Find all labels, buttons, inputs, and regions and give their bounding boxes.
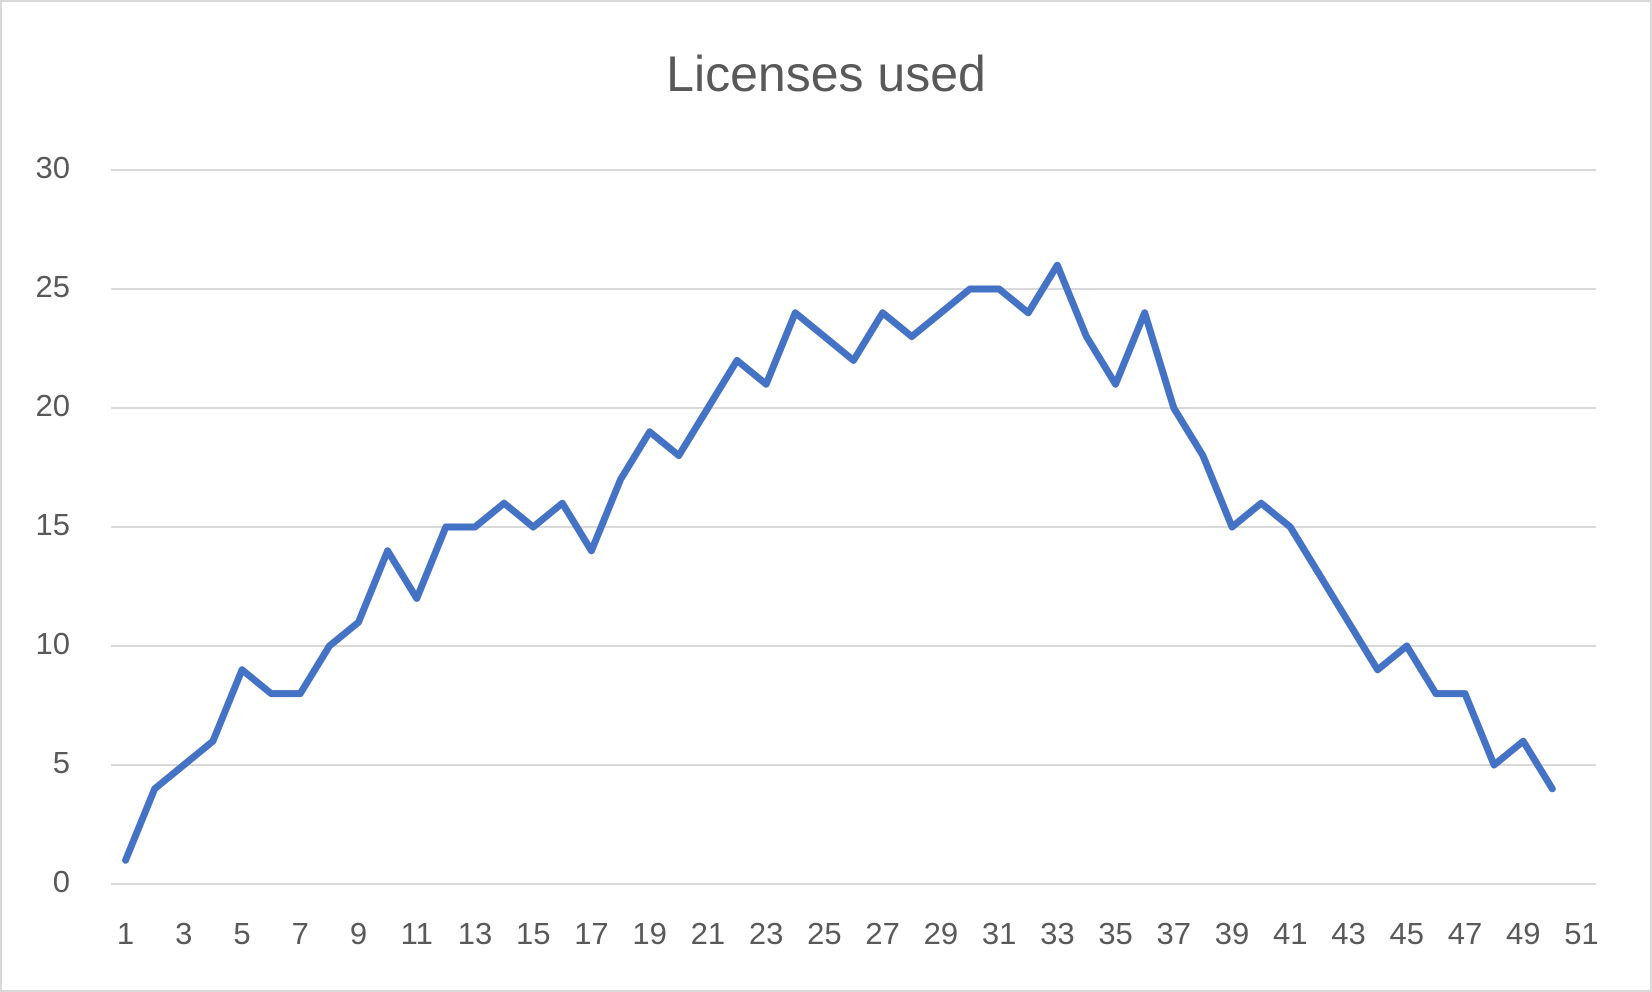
x-tick-label: 33 (1040, 916, 1074, 951)
data-line (122, 261, 1556, 864)
x-tick-label: 21 (691, 916, 725, 951)
y-tick-label: 20 (36, 388, 70, 423)
x-tick-label: 17 (574, 916, 608, 951)
x-tick-label: 49 (1506, 916, 1540, 951)
x-tick-label: 29 (924, 916, 958, 951)
y-tick-label: 0 (53, 864, 70, 899)
x-tick-label: 11 (401, 916, 433, 951)
x-tick-label: 43 (1331, 916, 1365, 951)
x-tick-label: 1 (117, 916, 134, 951)
x-tick-label: 13 (458, 916, 492, 951)
x-tick-label: 35 (1098, 916, 1132, 951)
x-tick-label: 31 (982, 916, 1016, 951)
x-tick-label: 5 (233, 916, 250, 951)
x-tick-label: 47 (1448, 916, 1482, 951)
x-tick-label: 45 (1389, 916, 1423, 951)
x-tick-label: 9 (350, 916, 367, 951)
x-tick-label: 27 (865, 916, 899, 951)
x-tick-label: 23 (749, 916, 783, 951)
x-tick-label: 37 (1157, 916, 1191, 951)
y-tick-label: 25 (36, 269, 70, 304)
x-tick-label: 7 (292, 916, 309, 951)
x-tick-label: 41 (1273, 916, 1307, 951)
x-tick-label: 3 (175, 916, 192, 951)
y-tick-label: 30 (36, 150, 70, 185)
y-tick-label: 5 (53, 745, 70, 780)
x-tick-label: 19 (632, 916, 666, 951)
x-tick-label: 25 (807, 916, 841, 951)
chart-title: Licenses used (666, 46, 986, 102)
y-tick-label: 10 (36, 626, 70, 661)
x-tick-label: 39 (1215, 916, 1249, 951)
x-tick-label: 15 (516, 916, 550, 951)
y-tick-label: 15 (36, 507, 70, 542)
x-tick-label: 51 (1564, 916, 1598, 951)
